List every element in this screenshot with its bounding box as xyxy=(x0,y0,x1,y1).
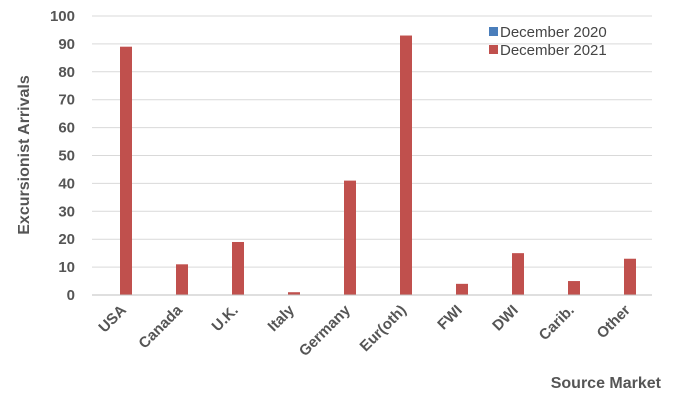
x-tick-label-fwi: FWI xyxy=(434,302,465,333)
x-tick-label-italy: Italy xyxy=(265,301,299,335)
bar-december-2021-italy xyxy=(288,292,300,295)
y-tick-label-50: 50 xyxy=(58,148,75,165)
bar-december-2021-dwi xyxy=(512,253,524,295)
y-tick-label-70: 70 xyxy=(58,92,75,109)
legend-swatch-december-2021 xyxy=(489,45,498,54)
bar-december-2021-canada xyxy=(176,264,188,295)
y-tick-label-80: 80 xyxy=(58,64,75,81)
y-tick-label-40: 40 xyxy=(58,175,75,192)
x-tick-label-dwi: DWI xyxy=(489,302,522,335)
bar-december-2021-u-k xyxy=(232,241,244,295)
bar-december-2021-usa xyxy=(120,46,132,295)
legend-label-december-2020: December 2020 xyxy=(500,24,607,41)
x-tick-label-u-k: U.K. xyxy=(209,302,242,335)
y-axis-ticks: 0 10 20 30 40 50 60 70 80 90 100 xyxy=(50,8,75,304)
bars xyxy=(120,35,636,295)
x-tick-label-germany: Germany xyxy=(296,301,354,359)
y-tick-label-20: 20 xyxy=(58,231,75,248)
y-axis-title: Excursionist Arrivals xyxy=(16,75,33,235)
gridlines xyxy=(92,15,652,268)
y-tick-label-10: 10 xyxy=(58,259,75,276)
x-tick-label-eur-oth: Eur(oth) xyxy=(357,302,410,355)
x-tick-label-usa: USA xyxy=(95,302,130,337)
x-tick-label-carib: Carib. xyxy=(536,302,578,344)
x-tick-label-canada: Canada xyxy=(135,301,186,352)
legend: December 2020 December 2021 xyxy=(489,24,607,59)
legend-label-december-2021: December 2021 xyxy=(500,42,607,59)
y-tick-label-0: 0 xyxy=(67,287,75,304)
y-tick-label-100: 100 xyxy=(50,8,75,25)
y-tick-label-60: 60 xyxy=(58,120,75,137)
y-tick-label-30: 30 xyxy=(58,203,75,220)
x-axis-title: Source Market xyxy=(551,375,662,392)
bar-december-2021-carib xyxy=(568,281,580,295)
bar-december-2021-other xyxy=(624,258,636,295)
y-tick-label-90: 90 xyxy=(58,36,75,53)
bar-december-2021-germany xyxy=(344,180,356,295)
legend-swatch-december-2020 xyxy=(489,27,498,36)
x-tick-label-other: Other xyxy=(594,302,634,342)
bar-december-2021-eur-oth xyxy=(400,35,412,295)
bar-december-2021-fwi xyxy=(456,283,468,295)
